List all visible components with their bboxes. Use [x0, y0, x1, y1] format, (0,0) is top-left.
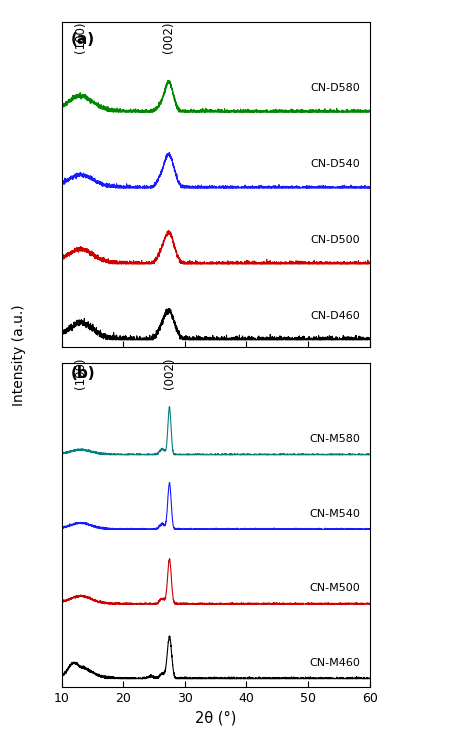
Text: (a): (a) [71, 32, 95, 47]
Text: CN-D580: CN-D580 [311, 83, 360, 93]
Text: CN-M500: CN-M500 [310, 583, 360, 593]
Text: CN-D460: CN-D460 [311, 310, 360, 321]
Text: (002): (002) [162, 21, 175, 53]
Text: CN-D540: CN-D540 [311, 159, 360, 168]
Text: (100): (100) [74, 357, 87, 389]
Text: (100): (100) [74, 21, 87, 53]
Text: (b): (b) [71, 366, 95, 381]
Text: CN-D500: CN-D500 [311, 234, 360, 245]
Text: Intensity (a.u.): Intensity (a.u.) [12, 304, 26, 406]
X-axis label: 2θ (°): 2θ (°) [195, 711, 237, 726]
Text: CN-M460: CN-M460 [310, 658, 360, 668]
Text: CN-M580: CN-M580 [310, 434, 360, 444]
Text: (002): (002) [163, 357, 176, 389]
Text: CN-M540: CN-M540 [310, 508, 360, 519]
